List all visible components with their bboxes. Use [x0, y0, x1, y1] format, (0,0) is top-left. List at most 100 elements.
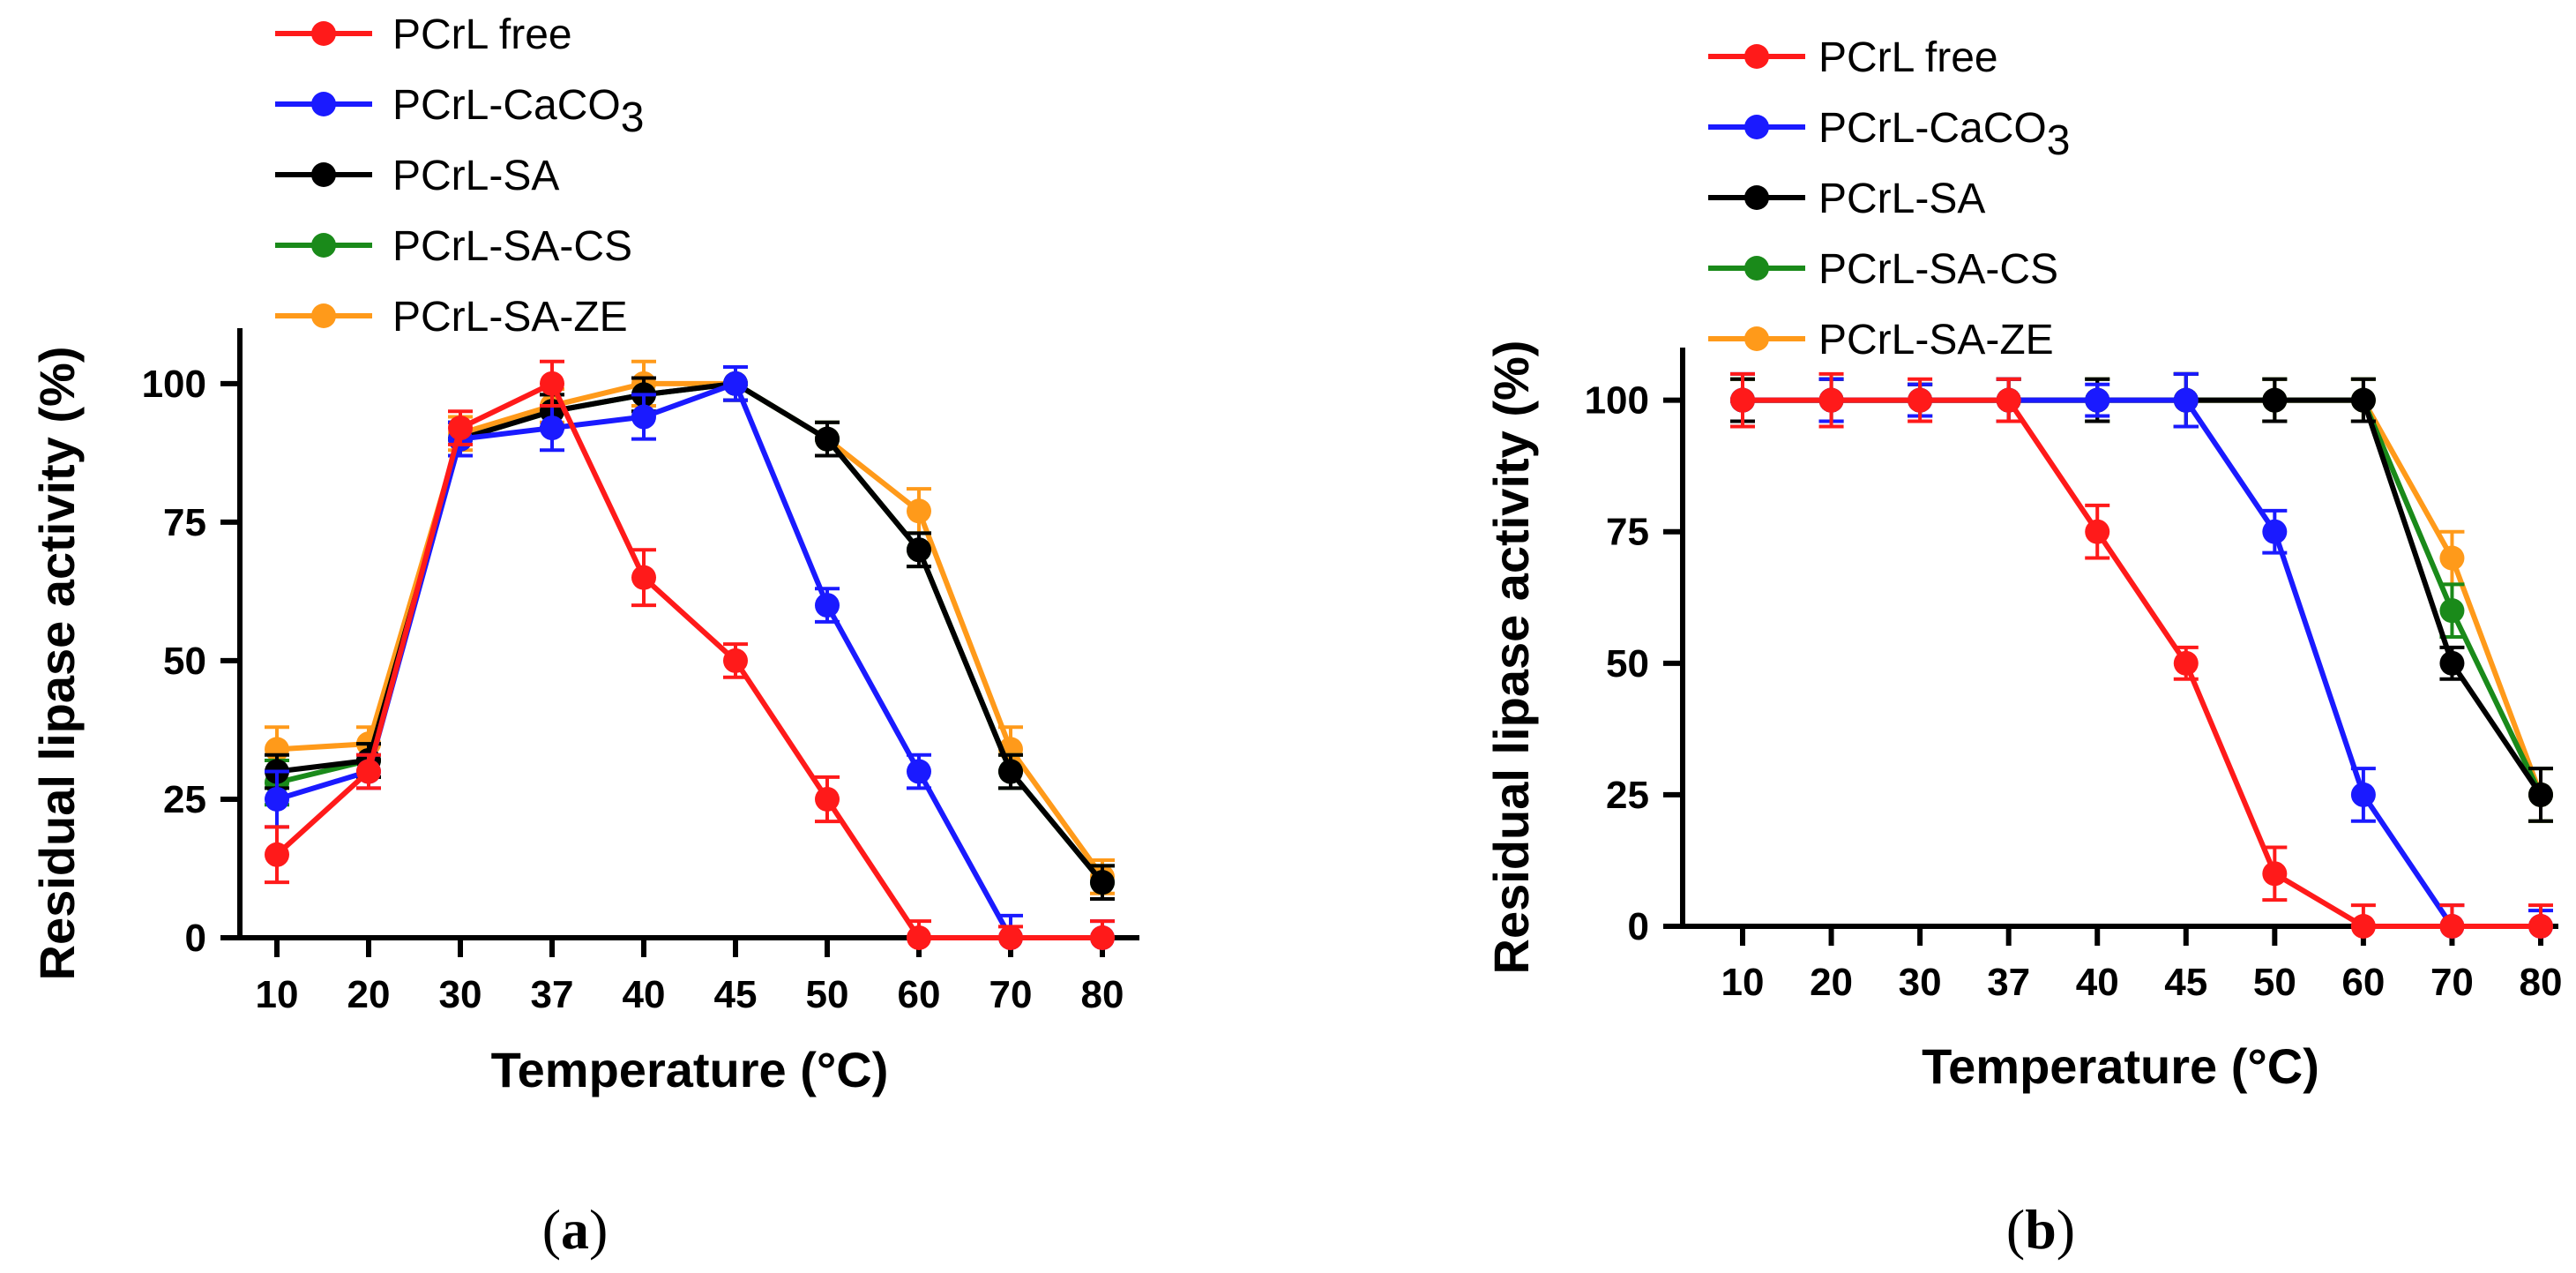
x-tick-label: 60: [898, 973, 941, 1016]
x-axis-title: Temperature (°C): [1922, 1038, 2319, 1094]
legend-item: PCrL free: [1708, 34, 1998, 81]
legend-label: PCrL-SA-ZE: [1818, 317, 2054, 363]
legend-label: PCrL-SA: [1818, 176, 1985, 222]
legend-item: PCrL-SA-CS: [1708, 246, 2058, 293]
x-tick-label: 70: [989, 973, 1033, 1016]
data-point: [815, 786, 840, 812]
data-point: [998, 759, 1023, 784]
data-point: [2085, 387, 2110, 413]
legend-item: PCrL-SA: [275, 153, 559, 199]
data-point: [1730, 387, 1755, 413]
legend-swatch-marker: [1744, 326, 1769, 351]
panel-label: (b): [2006, 1198, 2075, 1261]
data-point: [265, 842, 289, 867]
y-axis-title: Residual lipase activity (%): [1483, 341, 1539, 975]
legend-label: PCrL-SA-CS: [392, 223, 632, 270]
data-point: [356, 759, 381, 784]
series-line: [1743, 397, 2541, 929]
panel-letter: a: [561, 1198, 589, 1261]
panel-letter: b: [2025, 1198, 2057, 1261]
x-tick-label: 37: [531, 973, 574, 1016]
x-tick-label: 40: [623, 973, 666, 1016]
legend-subscript: 3: [621, 94, 645, 141]
x-axis-title: Temperature (°C): [491, 1042, 889, 1097]
data-point: [2262, 387, 2288, 413]
legend-label: PCrL-SA-CS: [1818, 246, 2058, 293]
data-point: [2085, 519, 2110, 544]
legend-swatch-marker: [311, 92, 336, 116]
data-point: [1996, 387, 2021, 413]
x-tick-label: 70: [2430, 961, 2474, 1004]
data-point: [631, 404, 656, 430]
x-tick-label: 10: [1721, 961, 1765, 1004]
data-point: [2262, 861, 2288, 887]
legend-swatch-marker: [311, 21, 336, 46]
y-tick-label: 0: [1628, 905, 1649, 948]
legend-label: PCrL free: [1818, 34, 1998, 81]
legend-item: PCrL-CaCO3: [275, 82, 644, 141]
data-point: [2173, 650, 2199, 676]
y-tick-label: 50: [163, 640, 206, 683]
data-point: [907, 537, 931, 563]
x-tick-label: 40: [2076, 961, 2119, 1004]
legend-swatch-marker: [1744, 44, 1769, 69]
y-tick-label: 75: [163, 501, 206, 544]
data-point: [2439, 914, 2465, 939]
legend-swatch-marker: [1744, 185, 1769, 210]
x-tick-label: 20: [347, 973, 391, 1016]
data-point: [998, 925, 1023, 950]
x-tick-label: 80: [2520, 961, 2563, 1004]
legend-label: PCrL-CaCO3: [1818, 105, 2070, 164]
x-tick-label: 45: [2164, 961, 2207, 1004]
data-point: [1908, 387, 1933, 413]
data-point: [540, 416, 564, 441]
data-point: [2528, 782, 2553, 807]
x-tick-label: 37: [1987, 961, 2030, 1004]
data-point: [907, 759, 931, 784]
x-tick-label: 80: [1081, 973, 1124, 1016]
legend-item: PCrL-CaCO3: [1708, 105, 2070, 164]
data-point: [1818, 387, 1844, 413]
series-line: [274, 380, 1102, 940]
data-point: [723, 371, 748, 396]
legend-item: PCrL-SA: [1708, 176, 1985, 222]
data-point: [2262, 519, 2288, 544]
legend-swatch-marker: [311, 303, 336, 328]
legend-label: PCrL-CaCO3: [392, 82, 644, 141]
x-tick-label: 20: [1810, 961, 1853, 1004]
legend-swatch-marker: [1744, 256, 1769, 281]
y-tick-label: 25: [163, 778, 206, 821]
x-tick-label: 30: [439, 973, 482, 1016]
data-point: [2350, 782, 2376, 807]
data-point: [2350, 914, 2376, 939]
legend-swatch-marker: [1744, 115, 1769, 139]
chart-panel-a: 0 25 50 75 100 10 20 30 37 40 45 50 60 70 80 Temperatur…: [29, 11, 1139, 1261]
data-point: [2528, 914, 2553, 939]
legend-item: PCrL free: [275, 11, 572, 58]
data-point: [907, 498, 931, 524]
chart-panel-b: 0 25 50 75 100 10 20 30 37 40 45 50 60 70 80 Temperatur…: [1483, 34, 2562, 1261]
data-point: [631, 565, 656, 590]
data-point: [2350, 387, 2376, 413]
x-tick-label: 30: [1899, 961, 1942, 1004]
x-tick-label: 50: [2253, 961, 2296, 1004]
legend-label: PCrL-SA: [392, 153, 559, 199]
y-tick-label: 75: [1606, 511, 1649, 554]
series-pcrl-caco3: [1730, 371, 2553, 939]
series-pcrl-sa-ze: [265, 359, 1115, 895]
data-point: [815, 593, 840, 618]
data-point: [2439, 598, 2465, 624]
series-line: [1743, 397, 2541, 929]
legend-label: PCrL free: [392, 11, 572, 58]
x-tick-label: 10: [256, 973, 299, 1016]
data-point: [265, 786, 289, 812]
x-tick-label: 60: [2341, 961, 2385, 1004]
series-pcrl-free: [265, 359, 1115, 950]
series-pcrl-sa: [265, 364, 1115, 902]
x-tick-label: 50: [806, 973, 849, 1016]
data-point: [448, 416, 473, 441]
y-tick-label: 0: [185, 917, 206, 960]
data-point: [2439, 545, 2465, 571]
y-tick-label: 100: [1585, 379, 1649, 423]
